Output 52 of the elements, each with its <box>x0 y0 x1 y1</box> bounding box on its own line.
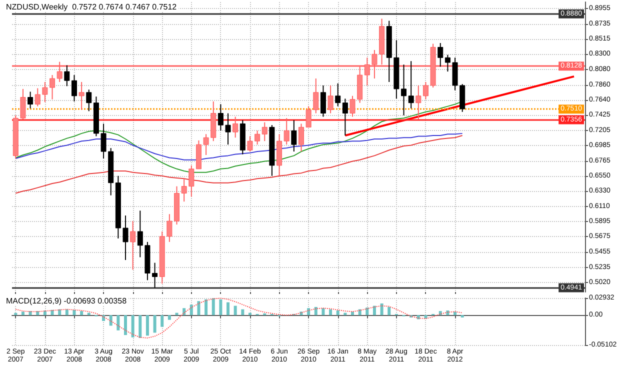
bar <box>329 309 332 316</box>
bar <box>190 304 193 316</box>
candlestick <box>320 84 326 118</box>
candlestick <box>328 84 334 114</box>
bar <box>116 315 120 330</box>
bar <box>219 299 222 316</box>
candlestick <box>262 122 268 142</box>
bar <box>124 315 127 336</box>
bar <box>160 315 164 327</box>
candlestick <box>71 74 77 102</box>
bar <box>366 308 369 316</box>
bar <box>226 302 230 316</box>
bar <box>131 315 134 338</box>
bar <box>416 315 420 320</box>
bar <box>168 315 171 320</box>
bar <box>109 315 112 326</box>
candlestick <box>291 120 297 152</box>
bar <box>454 312 457 316</box>
candlestick <box>28 91 34 109</box>
candlestick <box>284 118 290 146</box>
candlestick <box>335 82 341 107</box>
bar <box>234 306 237 316</box>
candlestick <box>78 81 84 110</box>
bar <box>212 298 215 316</box>
chart-title: NZDUSD,Weekly 0.7572 0.7674 0.7467 0.7512 <box>6 2 178 12</box>
bar <box>388 306 391 316</box>
bar <box>146 315 149 336</box>
candlestick <box>86 89 92 112</box>
candlestick <box>232 116 238 138</box>
bar <box>72 310 76 316</box>
candlestick <box>64 64 70 87</box>
bar <box>322 308 325 316</box>
candlestick <box>408 60 414 109</box>
bar <box>204 299 208 316</box>
bar <box>380 303 384 316</box>
bar <box>241 309 244 316</box>
bar <box>138 315 142 338</box>
bar <box>21 312 24 316</box>
line-series <box>15 135 463 194</box>
bar <box>80 311 84 316</box>
candlestick <box>438 42 444 68</box>
bar <box>314 306 318 316</box>
candlestick <box>342 98 348 136</box>
bar <box>351 312 354 316</box>
bar <box>307 308 310 316</box>
bar <box>372 306 376 316</box>
chart-title: MACD(12,26,9) -0.00693 0.00358 <box>6 296 128 306</box>
bar <box>153 315 156 333</box>
candlestick <box>130 220 136 270</box>
bar <box>197 301 200 316</box>
bar <box>336 310 340 316</box>
candlestick <box>416 84 422 120</box>
